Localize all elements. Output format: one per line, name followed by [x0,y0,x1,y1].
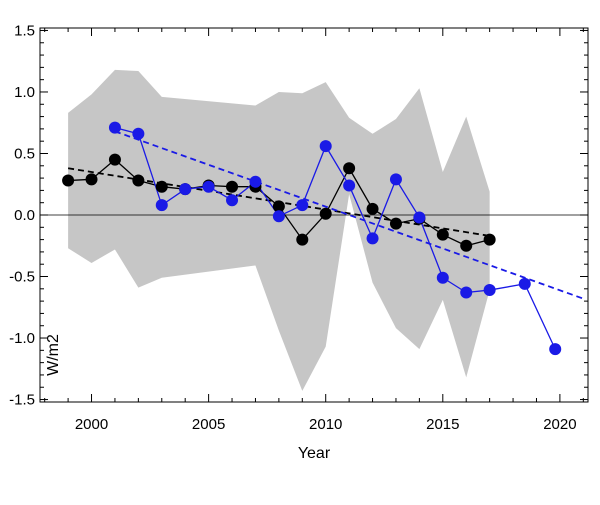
data-point-s2-17 [518,277,531,290]
data-point-s1-12 [343,162,356,175]
data-point-s1-16 [436,228,449,241]
data-point-s2-5 [226,194,239,207]
data-point-s1-17 [460,239,473,252]
y-tick-label: 0.5 [14,145,35,162]
x-tick-label: 2010 [309,416,342,433]
data-point-s2-18 [549,343,562,356]
data-point-s1-3 [132,174,145,187]
data-point-s2-10 [343,179,356,192]
data-point-s2-6 [249,175,262,188]
data-point-s2-9 [319,140,332,153]
data-point-s2-7 [272,210,285,223]
x-tick-label: 2015 [426,416,459,433]
data-point-s1-1 [85,173,98,186]
y-tick-label: 1.5 [14,22,35,39]
x-tick-label: 2005 [192,416,225,433]
ticks-layer: 2000 2005 2010 2015 2020 -1.5 -1.0 -0.5 0.0 0.5 1.… [9,22,588,433]
data-point-s2-11 [366,232,379,245]
data-point-s2-0 [108,121,121,134]
data-point-s2-15 [460,286,473,299]
data-point-s1-18 [483,233,496,246]
data-point-s1-0 [62,174,75,187]
y-tick-label: -0.5 [9,269,35,286]
data-point-s1-2 [108,153,121,166]
data-point-s1-13 [366,202,379,215]
y-tick-label: 1.0 [14,84,35,101]
data-point-s2-8 [296,199,309,212]
data-point-s1-14 [389,217,402,230]
data-point-s2-13 [413,211,426,224]
data-point-s2-14 [436,271,449,284]
series-layer [62,121,562,356]
data-point-s2-16 [483,284,496,297]
data-point-s1-7 [226,180,239,193]
data-point-s2-4 [202,180,215,193]
data-point-s2-3 [179,183,192,196]
uncertainty-band-layer [68,69,490,391]
y-tick-label: 0.0 [14,207,35,224]
uncertainty-band [68,69,490,391]
x-tick-label: 2020 [543,416,576,433]
y-tick-label: -1.5 [9,392,35,409]
data-point-s1-4 [155,180,168,193]
x-axis-title: Year [298,445,331,462]
y-axis-title: W/m2 [45,334,62,376]
data-point-s2-2 [155,199,168,212]
data-point-s2-12 [389,173,402,186]
data-point-s1-10 [296,233,309,246]
data-point-s1-9 [272,200,285,213]
data-point-s2-1 [132,127,145,140]
data-point-s1-11 [319,207,332,220]
x-tick-label: 2000 [75,416,108,433]
y-tick-label: -1.0 [9,330,35,347]
trend-line-2 [114,130,584,300]
